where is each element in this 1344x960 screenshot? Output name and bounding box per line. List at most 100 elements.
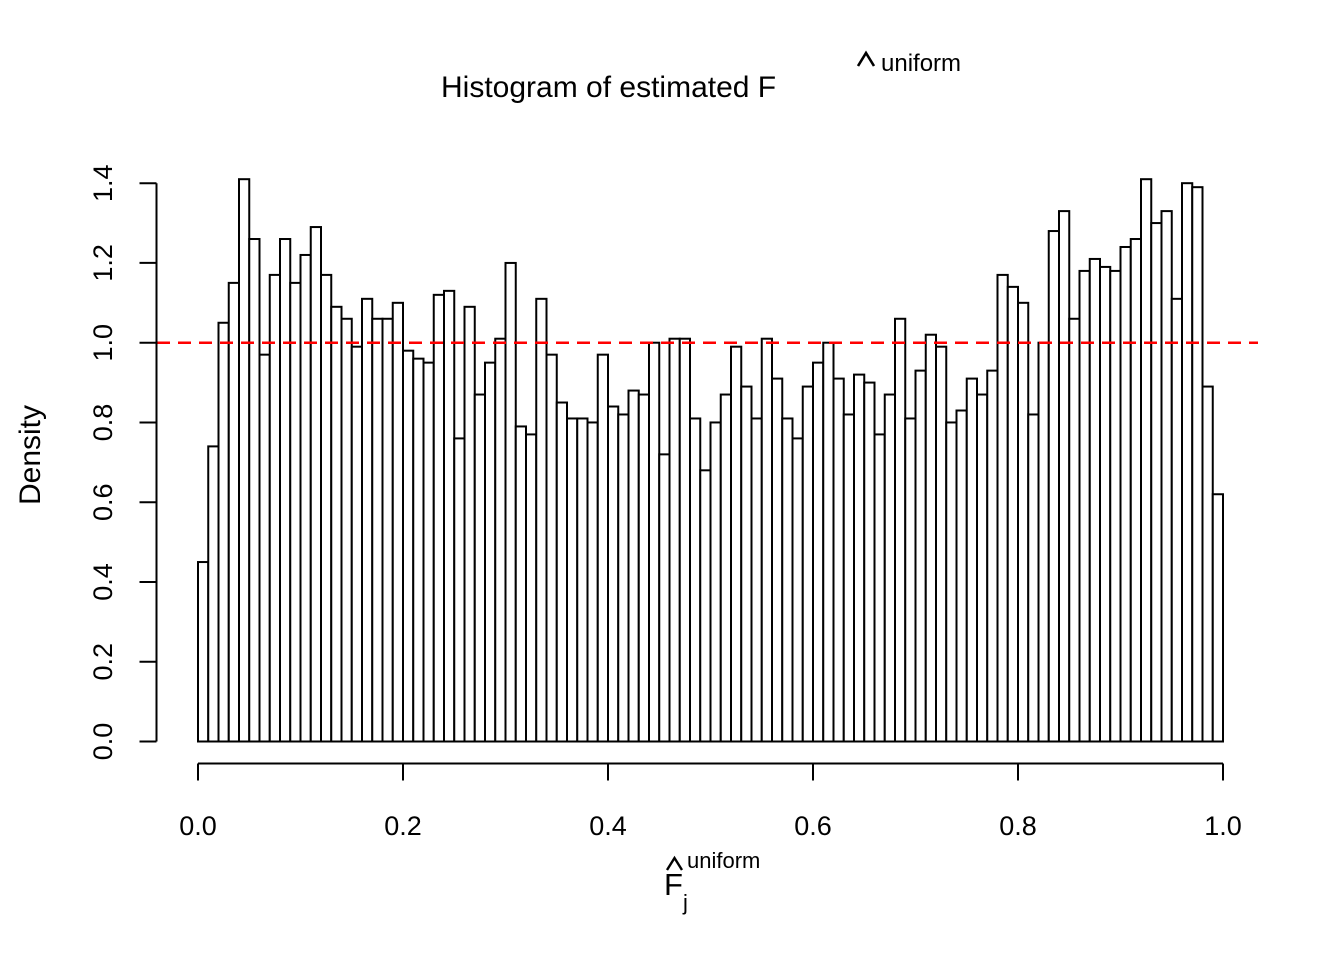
histogram-bar [391, 301, 404, 743]
y-axis [139, 182, 158, 743]
histogram-bar [781, 417, 794, 743]
histogram-bar [894, 317, 907, 743]
histogram-bars [197, 178, 1224, 743]
histogram-bar [1140, 178, 1153, 743]
histogram-bar [535, 297, 548, 743]
histogram-bar [504, 261, 517, 743]
histogram-bar [207, 445, 220, 743]
histogram-bar [1058, 210, 1071, 743]
y-tick-label: 0.8 [88, 404, 118, 442]
histogram-bar [1027, 413, 1040, 743]
histogram-bar [791, 437, 804, 743]
histogram-bar [299, 253, 312, 743]
histogram-bar [432, 293, 445, 743]
x-axis-title-subscript: j [682, 890, 688, 915]
y-tick-label: 1.2 [88, 244, 118, 282]
x-tick-label: 0.4 [589, 811, 627, 841]
histogram-bar [945, 421, 958, 743]
histogram-bar [812, 361, 825, 743]
chart-title: Histogram of estimated F uniform [441, 50, 961, 104]
histogram-bar [863, 381, 876, 743]
histogram-bar [709, 421, 722, 743]
histogram-bar [1191, 186, 1204, 743]
histogram-bar [760, 337, 773, 743]
y-axis-title: Density [14, 405, 47, 505]
histogram-bar [371, 317, 384, 743]
histogram-bar [494, 337, 507, 743]
y-tick-label: 0.2 [88, 643, 118, 681]
histogram-bar [197, 561, 210, 743]
histogram-bar [617, 413, 630, 743]
y-axis-tick-labels: 0.0 0.2 0.4 0.6 0.8 1.0 1.2 1.4 [88, 164, 118, 760]
x-axis-title-base: F [664, 867, 683, 902]
histogram-bar [402, 349, 415, 743]
histogram-bar [842, 413, 855, 743]
histogram-bar [484, 361, 497, 743]
histogram-bar [350, 345, 363, 743]
y-tick-label: 1.0 [88, 324, 118, 362]
histogram-bar [555, 401, 568, 743]
histogram-bar [309, 226, 322, 743]
histogram-bar [330, 305, 343, 743]
histogram-bar [248, 238, 261, 743]
histogram-bar [699, 469, 712, 743]
histogram-bar [801, 385, 814, 743]
histogram-bar [976, 393, 989, 743]
histogram-bar [924, 333, 937, 743]
histogram-bar [750, 417, 763, 743]
histogram-bar [965, 377, 978, 743]
histogram-bar [668, 337, 681, 743]
histogram-bar [1160, 210, 1173, 743]
histogram-bar [607, 405, 620, 743]
histogram-bar [914, 369, 927, 743]
histogram-bar [545, 353, 558, 743]
histogram-bar [719, 393, 732, 743]
histogram-bar [853, 373, 866, 743]
histogram-bar [1047, 230, 1060, 743]
x-tick-label: 0.0 [179, 811, 217, 841]
histogram-bar [525, 433, 538, 743]
histogram-bar [320, 273, 333, 743]
histogram-bar [1037, 341, 1050, 743]
x-axis [197, 762, 1224, 781]
histogram-bar [217, 321, 230, 743]
histogram-bar [463, 305, 476, 743]
histogram-bar [443, 289, 456, 743]
histogram-bar [740, 385, 753, 743]
histogram-bar [361, 297, 374, 743]
histogram-bar [258, 353, 271, 743]
histogram-bar [658, 453, 671, 743]
histogram-bar [637, 393, 650, 743]
histogram-bar [730, 345, 743, 743]
histogram-bar [227, 281, 240, 743]
histogram-bar [904, 417, 917, 743]
y-tick-label: 0.4 [88, 563, 118, 601]
chart-title-main: Histogram of estimated F [441, 71, 776, 104]
histogram-bar [935, 345, 948, 743]
x-tick-label: 0.6 [794, 811, 832, 841]
histogram-bar [340, 317, 353, 743]
histogram-bar [1068, 317, 1081, 743]
histogram-bar [1181, 182, 1194, 743]
histogram-bar [1088, 257, 1101, 743]
histogram-bar [1099, 265, 1112, 743]
histogram-bar [289, 281, 302, 743]
histogram-bar [1150, 222, 1163, 743]
histogram-bar [1170, 297, 1183, 743]
y-tick-label: 1.4 [88, 164, 118, 202]
histogram-bar [955, 409, 968, 743]
histogram-bar [422, 361, 435, 743]
histogram-bar [268, 273, 281, 743]
histogram-bar [596, 353, 609, 743]
histogram-bar [473, 393, 486, 743]
histogram-bar [678, 337, 691, 743]
hat-accent-title [856, 50, 876, 67]
histogram-bar [566, 417, 579, 743]
histogram-bar [238, 178, 251, 743]
y-tick-label: 0.6 [88, 483, 118, 521]
histogram-bar [576, 417, 589, 743]
histogram-bar [689, 417, 702, 743]
histogram-bar [1006, 285, 1019, 743]
histogram-bar [771, 377, 784, 743]
